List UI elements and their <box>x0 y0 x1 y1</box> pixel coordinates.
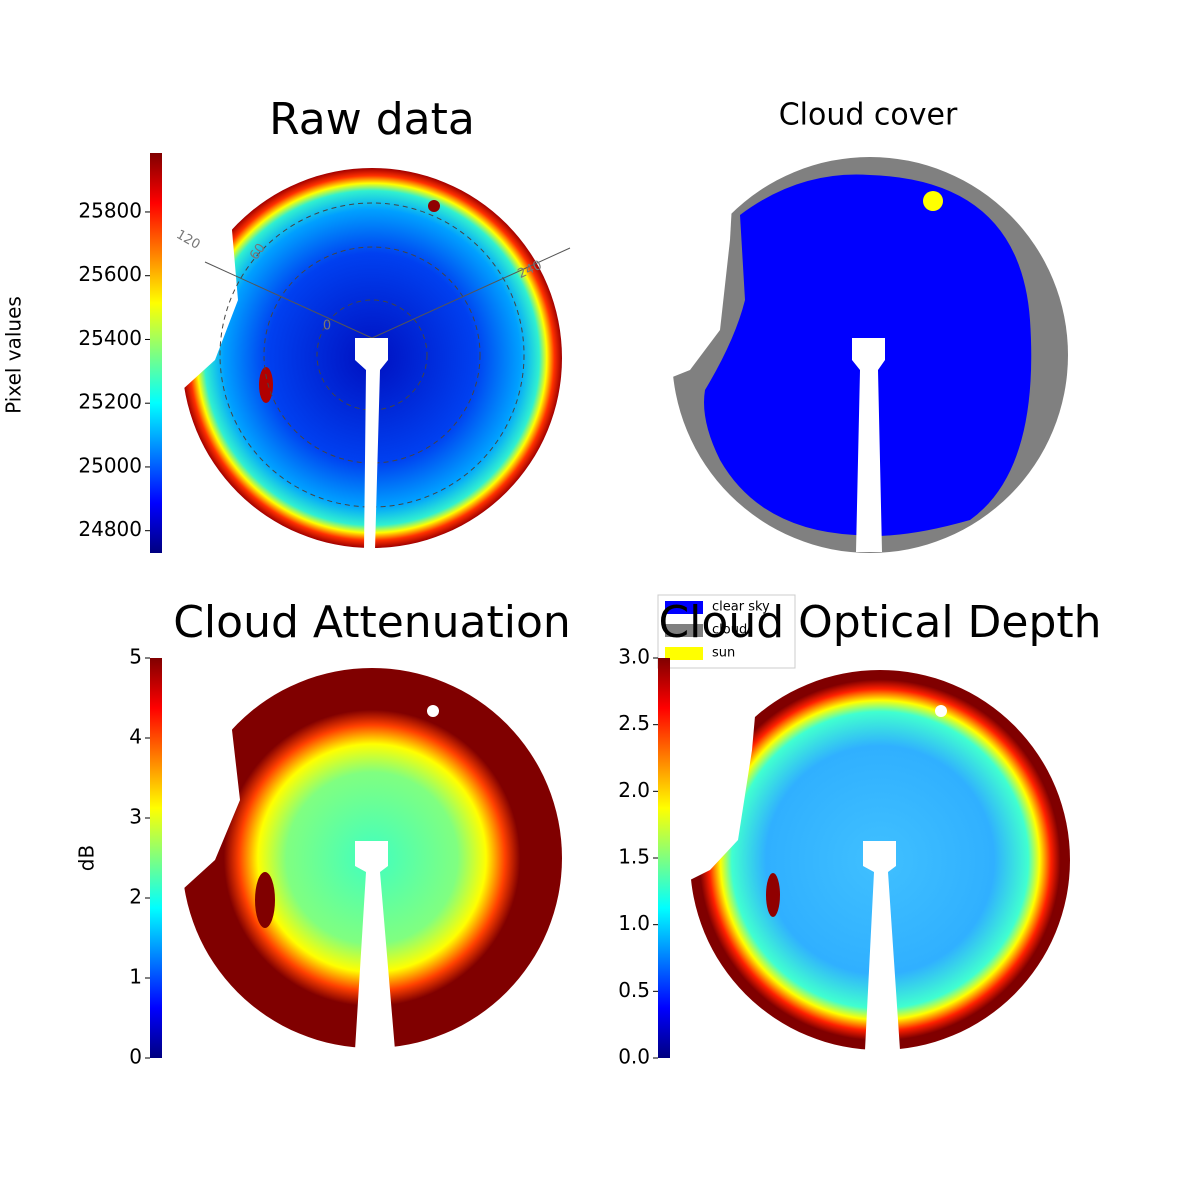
panel-title: Cloud Optical Depth <box>658 597 1101 648</box>
colorbar <box>150 153 162 553</box>
colorbar-label: dB <box>75 845 99 871</box>
colorbar-tick-label: 25800 <box>78 198 142 222</box>
colorbar-tick-label: 0 <box>129 1045 142 1069</box>
legend-swatch <box>665 601 703 614</box>
legend-swatch <box>665 624 703 637</box>
colorbar-label: Pixel values <box>2 296 26 414</box>
colorbar-tick-label: 1 <box>129 965 142 989</box>
colorbar-tick-label: 0.5 <box>618 978 650 1002</box>
colorbar-tick-label: 0.0 <box>618 1045 650 1069</box>
colorbar-tick-label: 5 <box>129 645 142 669</box>
legend-label: clear sky <box>712 600 770 615</box>
colorbar-tick-label: 25200 <box>78 390 142 414</box>
colorbar-tick-label: 3.0 <box>618 645 650 669</box>
colorbar-tick-label: 25400 <box>78 326 142 350</box>
panel-title: Cloud cover <box>779 98 958 133</box>
colorbar-tick-label: 1.0 <box>618 911 650 935</box>
attenuation-image <box>182 660 562 1050</box>
colorbar-tick-label: 1.5 <box>618 845 650 869</box>
polar-label: 0 <box>323 319 331 334</box>
colorbar-tick-label: 24800 <box>78 517 142 541</box>
colorbar <box>150 658 162 1058</box>
legend-swatch <box>665 647 703 660</box>
colorbar-tick-label: 25000 <box>78 453 142 477</box>
panel-title: Cloud Attenuation <box>173 597 571 648</box>
panel-title: Raw data <box>269 94 475 145</box>
legend: clear sky cloud sun <box>657 594 796 669</box>
colorbar <box>658 658 670 1058</box>
cloud-cover-image <box>665 150 1068 553</box>
raw-image <box>182 160 571 550</box>
colorbar-tick-label: 2.0 <box>618 778 650 802</box>
legend-label: sun <box>712 646 735 661</box>
colorbar-tick-label: 4 <box>129 725 142 749</box>
optical-depth-image <box>690 660 1070 1050</box>
colorbar-tick-label: 25600 <box>78 262 142 286</box>
legend-label: cloud <box>712 623 747 638</box>
colorbar-tick-label: 2 <box>129 885 142 909</box>
colorbar-tick-label: 2.5 <box>618 711 650 735</box>
colorbar-tick-label: 3 <box>129 805 142 829</box>
